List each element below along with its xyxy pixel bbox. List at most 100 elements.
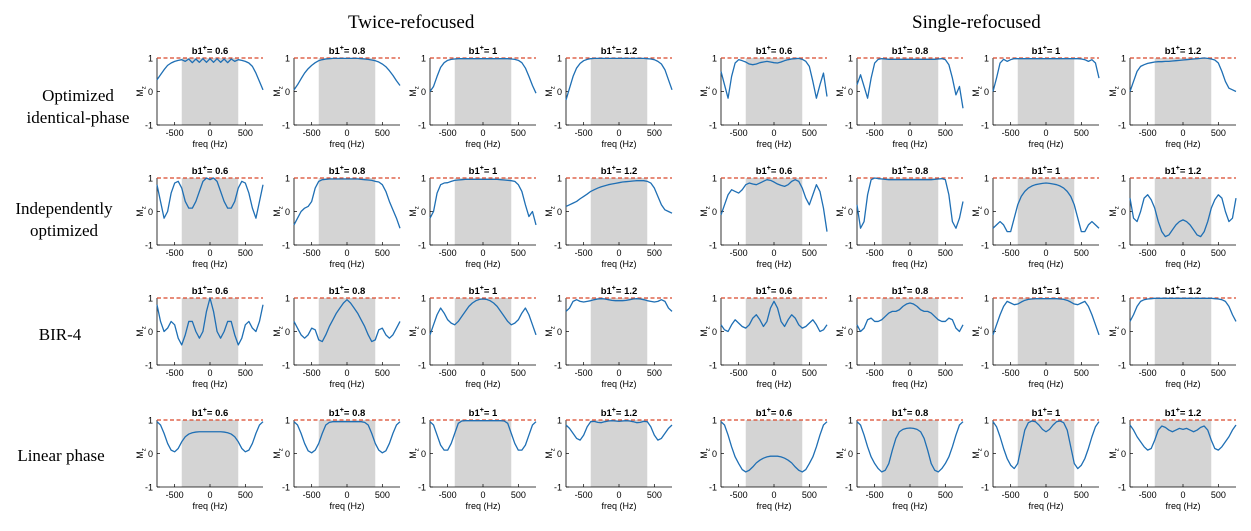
panel-title-value: = 0.6 [207, 408, 228, 419]
mz-curve [992, 58, 1100, 92]
x-tick-label: -500 [166, 128, 184, 138]
y-axis-label: Mz [135, 326, 148, 337]
x-tick-label: -500 [866, 368, 884, 378]
y-tick-label: -1 [282, 361, 290, 371]
y-tick-label: 0 [848, 327, 853, 337]
y-tick-label: 1 [848, 294, 853, 304]
x-axis-label: freq (Hz) [892, 259, 927, 269]
x-tick-label: 0 [344, 490, 349, 500]
passband-shade [1017, 298, 1075, 365]
panel-title-sup: + [203, 165, 207, 172]
panel-title-sup: + [340, 165, 344, 172]
x-tick-label: 0 [907, 248, 912, 258]
y-axis-label-sub: z [1115, 206, 1121, 209]
mz-curve [720, 179, 828, 232]
y-axis-label-sub: z [142, 326, 148, 329]
x-tick-label: 0 [771, 490, 776, 500]
x-axis-label: freq (Hz) [601, 379, 636, 389]
mz-curve [992, 420, 1100, 470]
y-tick-label: 0 [421, 327, 426, 337]
y-axis-label-main: M [971, 89, 981, 97]
x-tick-label: 0 [771, 368, 776, 378]
y-axis-label: Mz [699, 326, 712, 337]
passband-shade [881, 58, 939, 125]
panel-title: b1+= 1.2 [1165, 285, 1202, 297]
y-axis-label-main: M [835, 329, 845, 337]
mz-curve [1129, 194, 1237, 238]
panel-title-value: = 1 [1047, 46, 1061, 57]
panel-11: -1 0 1 -500 0 500 freq (Hz) Mz b1+= 1.2 [544, 165, 673, 269]
panel-title-sup: + [480, 165, 484, 172]
panel-title-value: = 1 [1047, 166, 1061, 177]
x-tick-label: -500 [439, 128, 457, 138]
x-tick-label: 0 [616, 490, 621, 500]
y-tick-label: 0 [712, 449, 717, 459]
mz-curve [856, 58, 964, 109]
y-axis-label: Mz [408, 206, 421, 217]
y-tick-label: -1 [554, 241, 562, 251]
y-axis-label: Mz [971, 326, 984, 337]
mz-curve [293, 299, 401, 343]
y-axis-label-main: M [408, 89, 418, 97]
panel-title-sup: + [480, 45, 484, 52]
panel-title: b1+= 1.2 [1165, 407, 1202, 419]
panel-5: -1 0 1 -500 0 500 freq (Hz) Mz b1+= 0.8 [835, 45, 964, 149]
x-tick-label: 500 [802, 128, 817, 138]
panel-title-value: = 1 [484, 46, 498, 57]
panel-title-value: = 1.2 [1180, 46, 1201, 57]
x-tick-label: 0 [1180, 128, 1185, 138]
panel-title-sup: + [903, 165, 907, 172]
panel-title-sup: + [612, 165, 616, 172]
y-tick-label: -1 [554, 483, 562, 493]
y-axis-label: Mz [835, 326, 848, 337]
y-tick-label: 1 [285, 54, 290, 64]
y-tick-label: 1 [984, 416, 989, 426]
x-axis-label: freq (Hz) [192, 139, 227, 149]
y-axis-label-main: M [699, 329, 709, 337]
y-axis-label: Mz [544, 86, 557, 97]
panel-title-prefix: b1 [601, 286, 613, 297]
panel-8: -1 0 1 -500 0 500 freq (Hz) Mz b1+= 0.6 [135, 165, 264, 269]
x-axis-label: freq (Hz) [601, 139, 636, 149]
panel-title-value: = 1.2 [1180, 286, 1201, 297]
x-axis-label: freq (Hz) [756, 139, 791, 149]
x-tick-label: 0 [1043, 490, 1048, 500]
passband-shade [454, 178, 512, 245]
panel-title-prefix: b1 [756, 46, 768, 57]
y-axis-label-main: M [699, 451, 709, 459]
y-tick-label: -1 [418, 483, 426, 493]
x-tick-label: -500 [730, 368, 748, 378]
panel-title: b1+= 0.6 [756, 45, 793, 57]
passband-shade [1154, 178, 1212, 245]
mz-curve [1129, 424, 1237, 451]
x-tick-label: 0 [1043, 248, 1048, 258]
x-axis-label: freq (Hz) [465, 259, 500, 269]
x-axis-label: freq (Hz) [756, 501, 791, 511]
y-axis-label-sub: z [842, 448, 848, 451]
mz-curve [565, 420, 673, 441]
x-tick-label: 500 [938, 368, 953, 378]
y-axis-label: Mz [272, 448, 285, 459]
y-tick-label: -1 [845, 241, 853, 251]
passband-shade [590, 420, 648, 487]
y-tick-label: 1 [421, 54, 426, 64]
passband-shade [181, 420, 239, 487]
y-tick-label: 0 [148, 207, 153, 217]
passband-shade [745, 58, 803, 125]
y-tick-label: 0 [984, 87, 989, 97]
x-tick-label: 500 [511, 128, 526, 138]
passband-shade [318, 420, 376, 487]
panel-title: b1+= 0.8 [329, 407, 366, 419]
mz-curve [429, 420, 537, 451]
panel-title-value: = 0.8 [344, 408, 365, 419]
panel-26: -1 0 1 -500 0 500 freq (Hz) Mz b1+= 1 [408, 407, 537, 511]
x-tick-label: 500 [938, 128, 953, 138]
y-tick-label: -1 [1118, 121, 1126, 131]
panel-title-value: = 0.8 [907, 166, 928, 177]
x-tick-label: 500 [802, 368, 817, 378]
y-axis-label-main: M [835, 209, 845, 217]
y-tick-label: 0 [285, 207, 290, 217]
y-axis-label-main: M [1108, 329, 1118, 337]
y-axis-label: Mz [408, 86, 421, 97]
y-axis-label-sub: z [706, 206, 712, 209]
